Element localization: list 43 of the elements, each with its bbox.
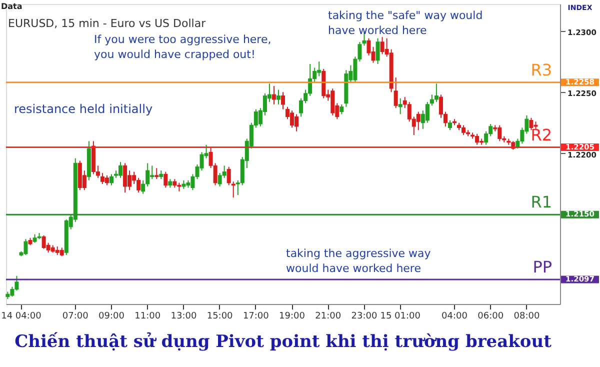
x-tick-label: 21:00 [315,312,342,322]
text: Chiến thuật sử dụng Pivot point khi thị trường breakout [14,332,552,352]
candlestick [164,171,168,188]
annotation: taking the "safe" way would have worked here [328,9,483,37]
candlestick [231,181,236,198]
candlestick [226,166,231,186]
candlestick [281,92,285,110]
annotation: Data [1,2,22,11]
x-tick-label: 19:00 [279,312,306,322]
candlestick [394,76,398,109]
candlestick [340,104,344,115]
candlestick [398,98,402,115]
x-tick-label: 17:00 [242,312,270,322]
annotation: If you were too aggressive here, you would have crapped out! [94,33,272,61]
x-tick-label: 09:00 [98,312,125,322]
candlestick [276,89,280,105]
candlestick [448,120,452,131]
ref-line-label: R1 [530,192,552,212]
annotation: resistance held initially [14,102,153,116]
x-tick-label: 11:00 [134,312,161,322]
x-tick-label: 23:00 [351,312,378,322]
x-tick-label: 14 04:00 [1,312,42,322]
x-tick-label: 13:00 [170,312,197,322]
x-tick-label: 04:00 [442,312,468,322]
candlestick [434,83,438,102]
candlestick [123,162,128,194]
ref-line-label: R2 [530,125,552,144]
ref-line-label: R3 [530,60,552,80]
candlestick [104,174,109,186]
ref-line-label: PP [532,258,552,277]
x-tick-label: 15:00 [206,312,234,322]
candlestick [416,111,420,131]
candlestick [425,101,430,124]
candlestick [272,86,276,105]
candlestick [109,174,114,186]
x-tick-label: 07:00 [62,312,89,322]
annotation: EURUSD, 15 min - Euro vs US Dollar [8,17,206,30]
x-tick-label: 06:00 [478,312,504,322]
candlestick [154,168,159,180]
candlestick [376,38,380,64]
x-tick-label: 08:00 [514,312,540,322]
annotation: taking the aggressive way would have worked here [286,247,432,275]
x-tick-label: 15 01:00 [380,312,421,322]
